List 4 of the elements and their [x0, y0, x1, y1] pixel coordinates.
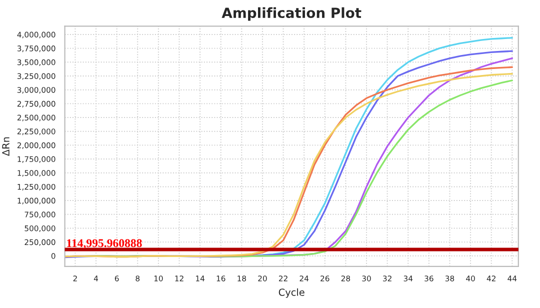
chart-title: Amplification Plot: [222, 7, 362, 21]
ref-line-label: 114,995.960888: [67, 239, 142, 249]
y-axis-title: ΔRn: [2, 137, 10, 156]
x-axis-title: Cycle: [278, 288, 304, 298]
